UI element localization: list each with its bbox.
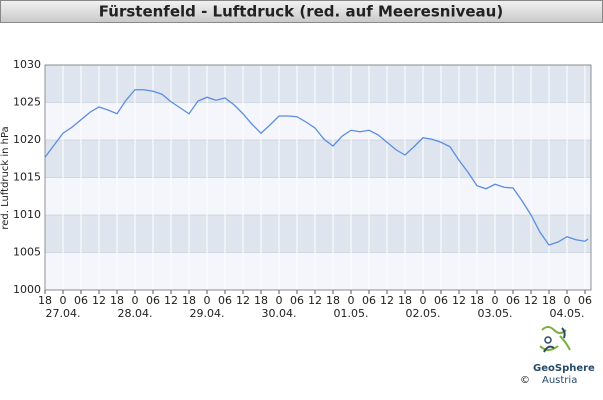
y-axis-label: red. Luftdruck in hPa (0, 126, 11, 229)
x-tick-label: 18 (110, 294, 124, 307)
x-tick-label: 12 (236, 294, 250, 307)
y-tick-label: 1010 (13, 208, 41, 221)
y-tick-label: 1000 (13, 283, 41, 296)
grid-band (45, 65, 591, 103)
y-tick-label: 1025 (13, 96, 41, 109)
y-tick-label: 1005 (13, 246, 41, 259)
x-tick-label: 12 (308, 294, 322, 307)
logo (539, 326, 571, 353)
plot-border (44, 64, 592, 291)
x-tick-label: 18 (470, 294, 484, 307)
x-tick-label: 18 (542, 294, 556, 307)
x-tick-label: 0 (132, 294, 139, 307)
brand: GeoSphere (533, 363, 595, 374)
x-tick-label: 0 (60, 294, 67, 307)
y-tick-label: 1030 (13, 58, 41, 71)
date-label: 28.04. (118, 307, 153, 320)
x-tick-label: 0 (348, 294, 355, 307)
x-tick-label: 06 (506, 294, 520, 307)
chart-title: Fürstenfeld - Luftdruck (red. auf Meeres… (99, 3, 503, 21)
x-tick-label: 0 (420, 294, 427, 307)
x-tick-label: 18 (326, 294, 340, 307)
x-tick-label: 0 (492, 294, 499, 307)
x-tick-label: 06 (578, 294, 592, 307)
logo-mark (539, 326, 571, 351)
x-tick-label: 06 (218, 294, 232, 307)
x-tick-label: 06 (74, 294, 88, 307)
date-label: 03.05. (478, 307, 513, 320)
copyright: © (520, 375, 530, 386)
date-label: 29.04. (190, 307, 225, 320)
x-tick-label: 0 (564, 294, 571, 307)
x-tick-label: 18 (38, 294, 52, 307)
x-tick-label: 12 (524, 294, 538, 307)
y-tick-label: 1020 (13, 133, 41, 146)
date-label: 04.05. (550, 307, 585, 320)
x-tick-label: 0 (276, 294, 283, 307)
x-tick-label: 18 (254, 294, 268, 307)
x-tick-label: 12 (452, 294, 466, 307)
y-tick-label: 1015 (13, 171, 41, 184)
brand-sub: Austria (542, 375, 577, 386)
logo-mark (544, 336, 552, 344)
date-label: 02.05. (406, 307, 441, 320)
x-tick-label: 06 (146, 294, 160, 307)
line-series (44, 89, 589, 246)
x-tick-label: 18 (398, 294, 412, 307)
grid-band (45, 140, 591, 178)
x-tick-label: 06 (290, 294, 304, 307)
x-tick-label: 12 (164, 294, 178, 307)
date-label: 01.05. (334, 307, 369, 320)
logo-mark (543, 327, 566, 353)
x-tick-label: 06 (362, 294, 376, 307)
x-tick-label: 12 (92, 294, 106, 307)
x-tick-label: 0 (204, 294, 211, 307)
date-label: 30.04. (262, 307, 297, 320)
grid-band (45, 215, 591, 253)
x-tick-label: 12 (380, 294, 394, 307)
x-tick-label: 06 (434, 294, 448, 307)
date-label: 27.04. (46, 307, 81, 320)
x-tick-label: 18 (182, 294, 196, 307)
